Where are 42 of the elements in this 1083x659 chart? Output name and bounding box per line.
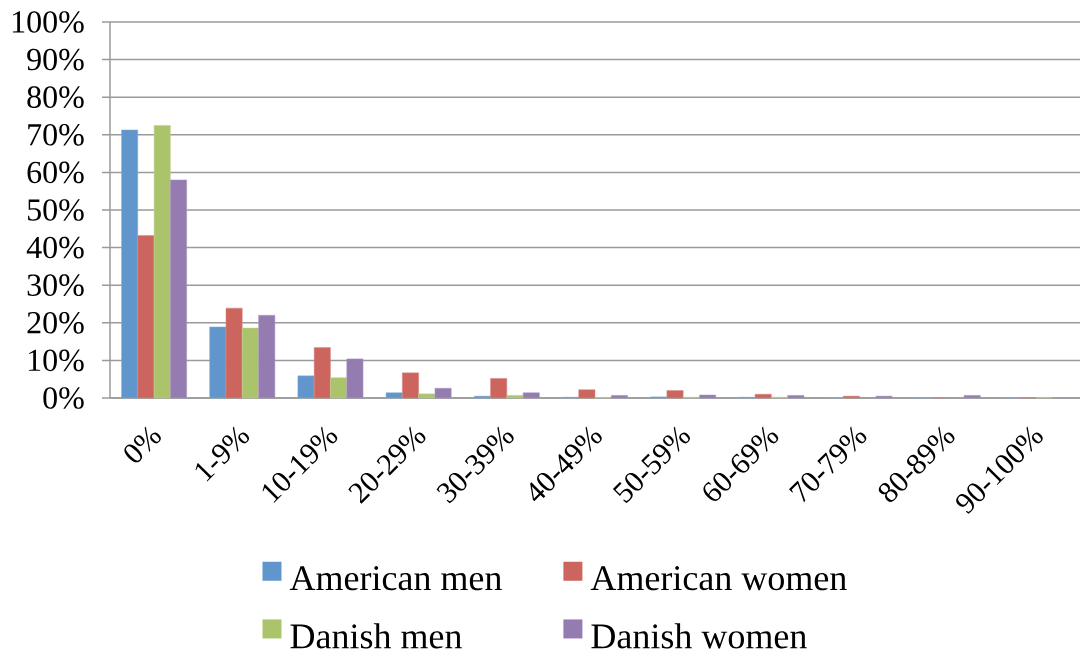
- bar: [754, 393, 772, 399]
- bar: [209, 326, 227, 399]
- y-tick-label: 30%: [27, 274, 84, 297]
- bar: [418, 393, 436, 399]
- bar: [242, 327, 259, 399]
- bar: [522, 392, 540, 399]
- bar: [330, 377, 348, 399]
- legend-label: American men: [289, 566, 502, 591]
- bar: [153, 125, 171, 399]
- x-tick-label: 0%: [124, 426, 161, 463]
- y-tick-label: 20%: [27, 311, 84, 334]
- y-tick-label: 70%: [28, 123, 84, 146]
- y-tick-label: 60%: [27, 161, 84, 184]
- y-tick-label: 80%: [27, 86, 84, 109]
- y-tick-label: 40%: [26, 236, 84, 259]
- bar: [434, 387, 452, 399]
- bar: [578, 389, 596, 399]
- bar: [666, 390, 684, 399]
- y-tick-label: 90%: [27, 48, 84, 71]
- y-tick-label: 100%: [12, 11, 84, 33]
- bar: [963, 395, 981, 399]
- y-tick-label: 0%: [43, 387, 84, 409]
- bar: [258, 315, 276, 399]
- y-tick-label: 10%: [28, 349, 84, 372]
- bar: [611, 395, 628, 399]
- bar: [225, 307, 243, 399]
- bar: [121, 129, 139, 399]
- bar: [506, 395, 524, 399]
- y-tick-label: 50%: [28, 199, 84, 221]
- bar: [699, 394, 717, 399]
- legend-label: American women: [590, 566, 847, 591]
- bar: [402, 372, 419, 399]
- bar: [170, 179, 187, 399]
- bar: [787, 395, 805, 399]
- bar: [346, 358, 364, 399]
- legend-label: Danish men: [290, 623, 462, 649]
- bar: [137, 235, 155, 399]
- bar: [490, 378, 508, 399]
- bar: [385, 392, 403, 399]
- legend-label: Danish women: [591, 623, 807, 649]
- bar: [297, 375, 315, 399]
- bar: [313, 347, 331, 399]
